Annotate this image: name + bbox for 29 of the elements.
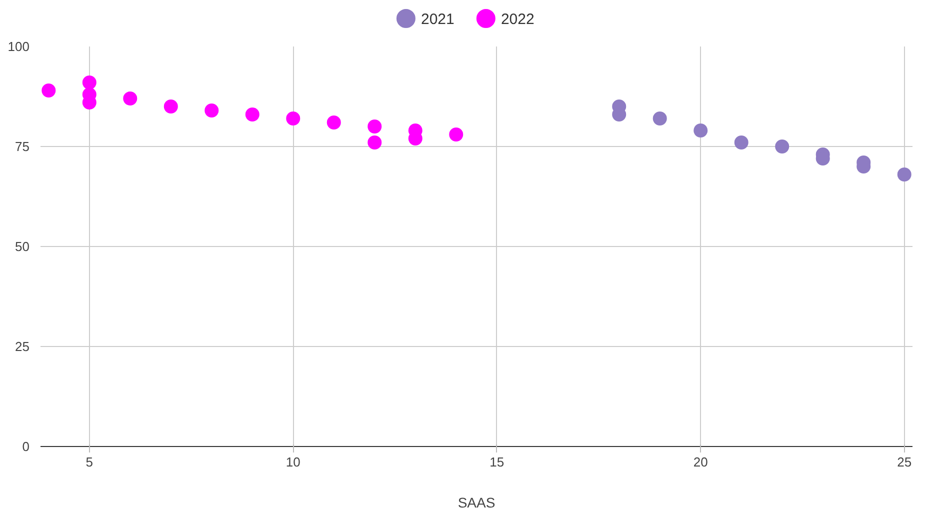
y-tick-label: 100 [8, 39, 30, 54]
point [286, 112, 300, 126]
x-tick-label: 10 [286, 454, 300, 470]
y-tick-label: 25 [15, 339, 30, 354]
x-tick-label: 25 [897, 454, 912, 470]
y-tick-label: 75 [15, 139, 30, 154]
point [245, 108, 260, 122]
point [368, 120, 382, 134]
legend-label: 2021 [421, 11, 454, 28]
x-tick-label: 20 [693, 454, 708, 470]
point [368, 136, 382, 150]
point [42, 84, 56, 98]
legend-label: 2022 [500, 11, 534, 28]
point [734, 136, 748, 150]
y-tick-label: 50 [15, 239, 30, 254]
point [694, 124, 708, 138]
point [204, 104, 219, 118]
point [164, 100, 178, 114]
point [326, 116, 341, 130]
y-tick-label: 0 [22, 439, 30, 454]
point [652, 112, 667, 126]
point [123, 92, 138, 106]
point [897, 168, 912, 182]
point [449, 128, 464, 142]
x-axis-title: SAAS [458, 494, 496, 510]
point [82, 76, 96, 90]
x-tick-label: 5 [86, 454, 94, 470]
x-tick-label: 15 [490, 454, 504, 470]
point [775, 140, 790, 154]
